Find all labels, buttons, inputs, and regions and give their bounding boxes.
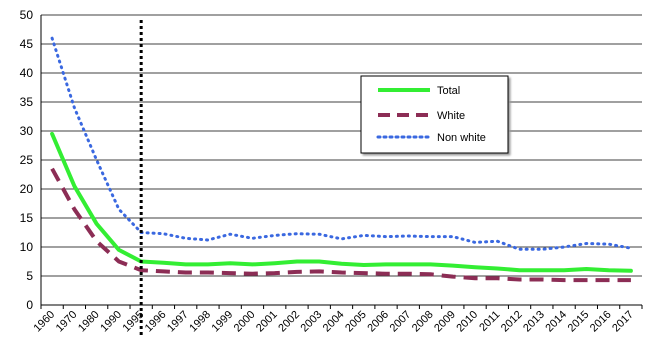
y-tick-label: 35 [20,95,34,109]
x-tick-label: 2014 [543,309,569,335]
x-tick-label: 2006 [365,309,391,335]
x-tick-label: 2000 [232,309,258,335]
y-axis-tick-labels: 0 5 10 15 20 25 30 35 40 45 50 [20,8,34,312]
x-tick-label: 1960 [31,309,57,335]
x-tick-label: 1998 [187,309,213,335]
y-tick-label: 25 [20,153,34,167]
gridlines [41,14,642,277]
x-tick-label: 2002 [276,309,302,335]
y-tick-label: 10 [20,240,34,254]
x-tick-label: 2012 [499,309,525,335]
legend-label-non-white: Non white [437,132,486,144]
x-tick-label: 1980 [76,309,102,335]
y-tick-label: 0 [26,298,33,312]
x-tick-label: 1996 [143,309,169,335]
series-line-total [50,131,633,273]
x-axis-tick-labels: 1960197019801990199519961997199819992000… [31,305,643,335]
series-line-non-white [50,36,633,251]
series-line-white [50,167,631,283]
x-tick-label: 2015 [566,309,592,335]
x-tick-label: 2001 [254,309,280,335]
x-tick-label: 1997 [165,309,191,335]
series-lines [50,36,633,283]
x-tick-label: 2004 [321,309,347,335]
x-tick-label: 2007 [388,309,414,335]
y-tick-label: 40 [20,66,34,80]
x-tick-label: 2005 [343,309,369,335]
x-tick-label: 2008 [410,309,436,335]
y-tick-label: 45 [20,37,34,51]
legend: Total White Non white [360,75,509,154]
y-tick-label: 5 [26,269,33,283]
x-tick-label: 1970 [54,309,80,335]
y-tick-label: 50 [20,8,34,22]
x-tick-label: 2016 [588,309,614,335]
x-tick-label: 1990 [98,309,124,335]
x-tick-label: 2017 [610,309,636,335]
y-tick-label: 15 [20,211,34,225]
y-tick-label: 30 [20,124,34,138]
x-tick-label: 2009 [432,309,458,335]
y-tick-label: 20 [20,182,34,196]
legend-label-total: Total [437,85,460,97]
x-tick-label: 2003 [299,309,325,335]
x-tick-label: 2011 [477,309,502,334]
x-tick-label: 2010 [454,309,480,335]
x-tick-label: 2013 [521,309,547,335]
legend-label-white: White [437,110,465,122]
x-tick-label: 1999 [210,309,236,335]
